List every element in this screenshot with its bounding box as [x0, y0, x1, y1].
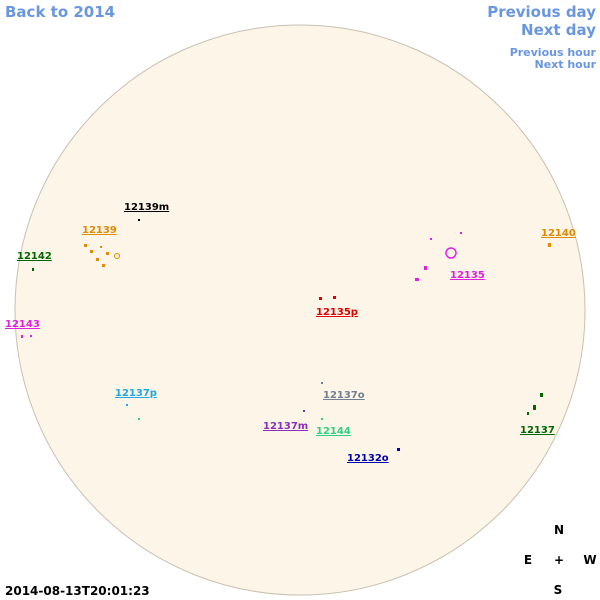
region-label[interactable]: 12135p	[316, 307, 358, 318]
compass-west: W	[583, 553, 596, 567]
compass-south: S	[554, 583, 563, 597]
compass-east: E	[524, 553, 532, 567]
region-label[interactable]: 12137m	[263, 421, 308, 432]
region-label[interactable]: 12137o	[323, 390, 365, 401]
compass-center: +	[554, 553, 564, 567]
region-label[interactable]: 12144	[316, 426, 351, 437]
region-label[interactable]: 12135	[450, 270, 485, 281]
region-label[interactable]: 12139	[82, 225, 117, 236]
spots	[21, 219, 551, 451]
region-label[interactable]: 12143	[5, 319, 40, 330]
region-label[interactable]: 12137	[520, 425, 555, 436]
solar-disk	[14, 24, 586, 596]
region-label[interactable]: 12132o	[347, 453, 389, 464]
previous-hour-link[interactable]: Previous hour	[510, 46, 597, 59]
region-label[interactable]: 12142	[17, 251, 52, 262]
previous-day-link[interactable]: Previous day	[487, 3, 596, 21]
next-day-link[interactable]: Next day	[521, 21, 596, 39]
next-hour-link[interactable]: Next hour	[535, 58, 597, 71]
region-label[interactable]: 12139m	[124, 202, 169, 213]
timestamp: 2014-08-13T20:01:23	[5, 584, 150, 598]
region-label[interactable]: 12137p	[115, 388, 157, 399]
region-label[interactable]: 12140	[541, 228, 576, 239]
back-link[interactable]: Back to 2014	[5, 3, 115, 21]
compass-north: N	[554, 523, 564, 537]
